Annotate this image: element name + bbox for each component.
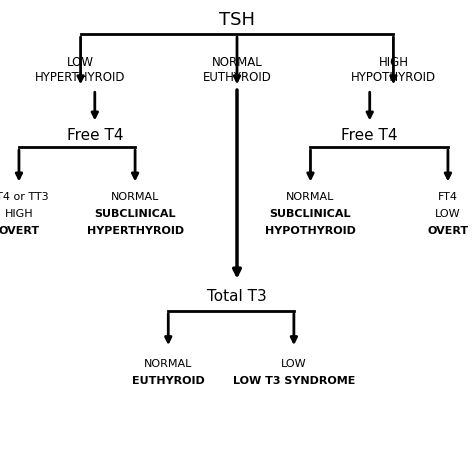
Text: LOW: LOW xyxy=(435,208,461,218)
Text: SUBCLINICAL: SUBCLINICAL xyxy=(94,208,176,218)
Text: HYPERTHYROID: HYPERTHYROID xyxy=(87,226,183,235)
Text: NORMAL
EUTHYROID: NORMAL EUTHYROID xyxy=(202,55,272,84)
Text: LOW T3 SYNDROME: LOW T3 SYNDROME xyxy=(233,375,355,385)
Text: Total T3: Total T3 xyxy=(207,288,267,303)
Text: TSH: TSH xyxy=(219,11,255,29)
Text: NORMAL: NORMAL xyxy=(144,358,192,368)
Text: LOW
HYPERTHYROID: LOW HYPERTHYROID xyxy=(36,55,126,84)
Text: FT4 or TT3: FT4 or TT3 xyxy=(0,191,48,201)
Text: EUTHYROID: EUTHYROID xyxy=(132,375,205,385)
Text: Free T4: Free T4 xyxy=(341,128,398,143)
Text: HIGH
HYPOTHYROID: HIGH HYPOTHYROID xyxy=(351,55,436,84)
Text: FT4: FT4 xyxy=(438,191,458,201)
Text: Free T4: Free T4 xyxy=(66,128,123,143)
Text: HIGH: HIGH xyxy=(5,208,33,218)
Text: NORMAL: NORMAL xyxy=(111,191,159,201)
Text: LOW: LOW xyxy=(281,358,307,368)
Text: OVERT: OVERT xyxy=(0,226,39,235)
Text: SUBCLINICAL: SUBCLINICAL xyxy=(270,208,351,218)
Text: HYPOTHYROID: HYPOTHYROID xyxy=(265,226,356,235)
Text: NORMAL: NORMAL xyxy=(286,191,335,201)
Text: OVERT: OVERT xyxy=(428,226,468,235)
